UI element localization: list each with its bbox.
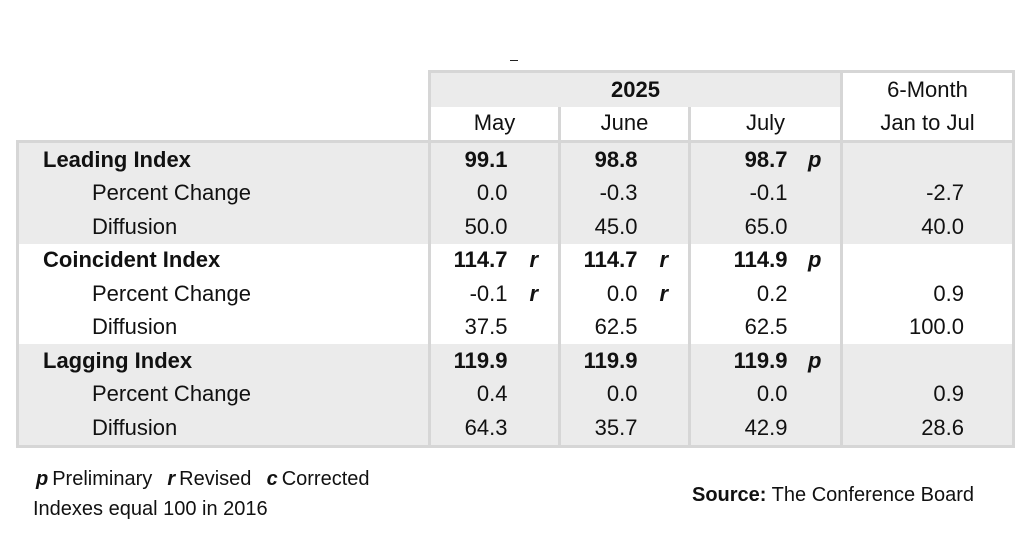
cell-value: 50.0 [428,210,510,244]
table-row: Lagging Index 119.9 119.9 119.9 p [16,344,1016,378]
lei-table: 2025 6-Month May June July Jan to Jul Le… [16,70,1016,448]
cell-value: 0.0 [558,377,640,411]
cell-value: 114.7 [558,243,640,277]
cell-six-month: 40.0 [840,210,1016,244]
table-row: Diffusion 50.0 45.0 65.0 40.0 [16,210,1016,244]
cell-value: 62.5 [688,310,790,344]
table-row: Coincident Index 114.7 r 114.7 r 114.9 p [16,243,1016,277]
cell-value: 0.0 [558,277,640,311]
source-text: The Conference Board [771,484,975,506]
row-label: Percent Change [16,277,430,311]
cell-value: -0.1 [688,176,790,210]
cell-value: 65.0 [688,210,790,244]
cell-six-month: 28.6 [840,411,1016,448]
cell-value: -0.3 [558,176,640,210]
cell-flag [640,177,690,211]
cell-flag [510,344,560,378]
cell-value: 119.9 [428,344,510,378]
six-month-header-line2: Jan to Jul [840,106,1016,142]
cell-value: 0.2 [688,277,790,311]
cell-value: 35.7 [558,411,640,448]
cell-six-month [840,140,1016,177]
cell-six-month: 100.0 [840,310,1016,344]
cell-value: 37.5 [428,310,510,344]
cell-flag [510,378,560,412]
row-label: Coincident Index [16,243,430,277]
cell-flag [640,344,690,378]
cell-flag: p [808,247,822,273]
row-label: Diffusion [16,310,430,344]
month-header-may: May [428,106,560,142]
cell-flag: r [659,247,669,273]
cell-value: 42.9 [688,411,790,448]
table-row: Leading Index 99.1 98.8 98.7 p [16,140,1016,177]
row-label: Lagging Index [16,344,430,378]
cell-value: 114.9 [688,243,790,277]
row-label: Diffusion [16,210,430,244]
cell-value: 114.7 [428,243,510,277]
legend-text-r: Revised [179,468,252,490]
cell-flag: p [808,347,822,373]
cell-flag [790,378,842,412]
base-year-note: Indexes equal 100 in 2016 [33,498,268,520]
cell-value: -0.1 [428,277,510,311]
flag-legend: p Preliminary r Revised c Corrected [36,468,374,491]
source-label: Source: [692,484,767,506]
source-line: Source: The Conference Board [692,484,974,507]
cell-value: 45.0 [558,210,640,244]
row-label: Leading Index [16,140,430,177]
header-row-year: 2025 6-Month [18,70,1016,107]
table-row: Percent Change 0.4 0.0 0.0 0.9 [16,377,1016,412]
cell-value: 119.9 [558,344,640,378]
row-label: Diffusion [16,411,430,448]
cell-flag [790,277,842,311]
legend-key-p: p [36,468,49,490]
cell-six-month: -2.7 [840,176,1016,210]
cell-value: 64.3 [428,411,510,448]
cell-flag: r [659,280,669,306]
header-row-months: May June July Jan to Jul [18,106,1016,142]
table-row: Diffusion 64.3 35.7 42.9 28.6 [16,411,1016,448]
table-row: Percent Change -0.1 r 0.0 r 0.2 0.9 [16,277,1016,311]
cell-value: 99.1 [428,140,510,177]
cell-flag [509,140,560,177]
legend-key-c: c [266,468,278,490]
cell-six-month [840,243,1016,277]
month-header-july: July [687,106,842,142]
cell-six-month [840,344,1016,378]
cell-value: 98.8 [558,140,640,177]
legend-key-r: r [167,468,176,490]
cell-flag [510,177,560,211]
cell-value: 0.4 [428,377,510,411]
cell-flag [639,140,690,177]
month-header-june: June [558,106,690,142]
legend-text-p: Preliminary [52,468,153,490]
cell-flag: p [789,140,842,177]
cell-value: 119.9 [688,344,790,378]
row-label: Percent Change [16,176,430,210]
cell-six-month: 0.9 [840,377,1016,411]
cell-value: 0.0 [428,176,510,210]
table-row: Percent Change 0.0 -0.3 -0.1 -2.7 [16,176,1016,211]
table-row: Diffusion 37.5 62.5 62.5 100.0 [16,310,1016,344]
cell-value: 0.0 [688,377,790,411]
cell-flag [640,378,690,412]
header-blank [18,72,430,107]
cell-flag: r [529,280,539,306]
year-header: 2025 [427,70,842,107]
legend-text-c: Corrected [281,468,370,490]
header-blank [18,107,430,142]
cell-value: 62.5 [558,310,640,344]
row-label: Percent Change [16,377,430,411]
cell-six-month: 0.9 [840,277,1016,311]
cell-flag [790,177,842,211]
cell-value: 98.7 [688,140,790,177]
six-month-header-line1: 6-Month [840,70,1016,107]
cell-flag: r [529,247,539,273]
stray-dash [510,60,518,61]
